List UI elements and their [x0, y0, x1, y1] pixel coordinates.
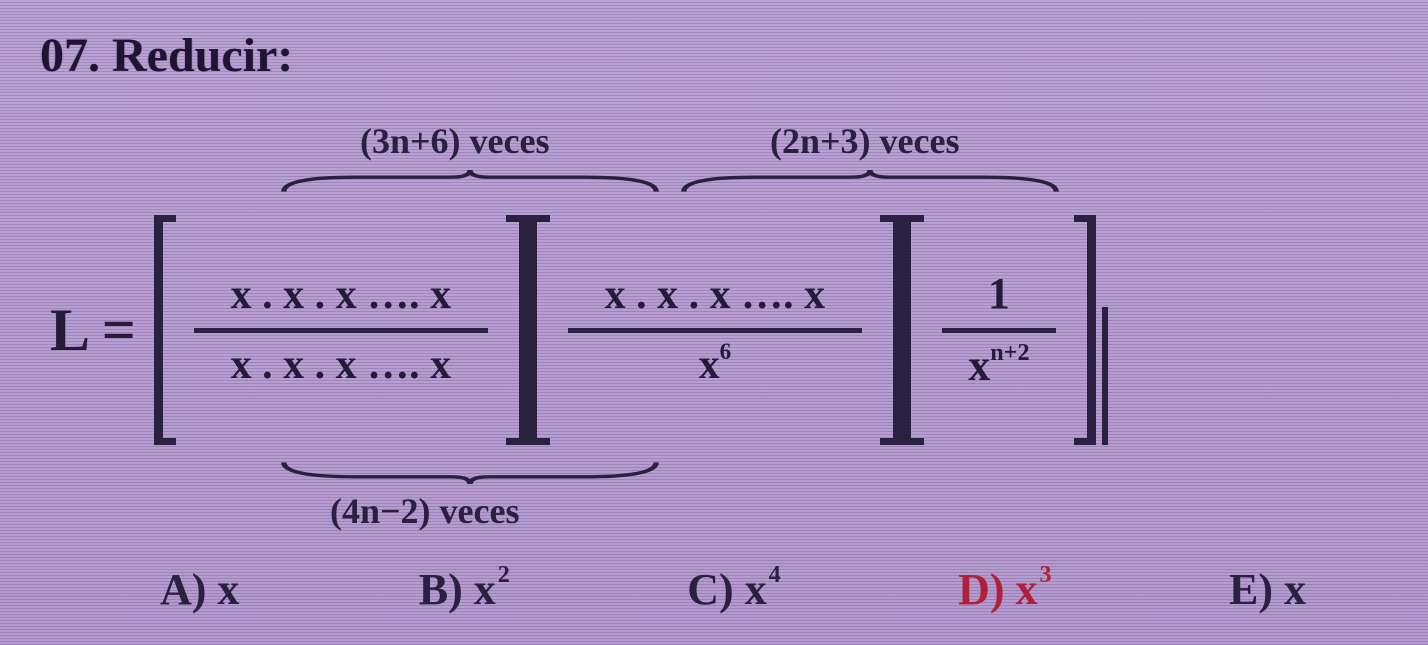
- fraction-1-denominator: x . x . x …. x: [225, 337, 458, 393]
- option-b[interactable]: B) x2: [419, 564, 510, 615]
- fraction-1-numerator: x . x . x …. x: [225, 267, 458, 323]
- trailing-bar-icon: [1100, 307, 1108, 445]
- option-exp: 3: [1040, 561, 1052, 588]
- right-bracket-icon: [1074, 215, 1096, 445]
- brace-label-top-1: (3n+6) veces: [360, 120, 549, 162]
- fraction-bar: [942, 328, 1056, 333]
- right-bracket-icon: [880, 215, 902, 445]
- fraction-bar: [194, 328, 488, 333]
- answer-options: A) x B) x2 C) x4 D) x3 E) x: [0, 564, 1428, 615]
- fraction-3-numerator: 1: [982, 265, 1016, 324]
- den-base: x: [699, 342, 720, 388]
- equation-line: L = x . x . x …. x x . x . x …. x x . x …: [50, 215, 1108, 445]
- right-bracket-icon: [506, 215, 528, 445]
- den-base: x: [968, 341, 990, 390]
- option-exp: 4: [769, 561, 781, 588]
- option-label: A) x: [160, 565, 239, 614]
- option-label: D) x: [958, 565, 1037, 614]
- left-bracket-icon: [528, 215, 550, 445]
- curly-brace-top-1: [280, 170, 660, 194]
- den-exp: n+2: [990, 339, 1029, 366]
- option-exp: 2: [498, 561, 510, 588]
- option-label: E) x: [1229, 565, 1306, 614]
- fraction-3-denominator: xn+2: [962, 337, 1035, 396]
- curly-brace-bottom: [280, 460, 660, 484]
- option-e[interactable]: E) x: [1229, 564, 1308, 615]
- problem-title: 07. Reducir:: [40, 28, 293, 83]
- bracket-group-3: 1 xn+2: [902, 215, 1096, 445]
- left-bracket-icon: [902, 215, 924, 445]
- equation-lhs: L =: [50, 296, 136, 365]
- option-label: B) x: [419, 565, 496, 614]
- fraction-1: x . x . x …. x x . x . x …. x: [176, 215, 506, 445]
- bracket-group-2: x . x . x …. x x6: [528, 215, 902, 445]
- brace-label-top-2: (2n+3) veces: [770, 120, 959, 162]
- bracket-group-1: x . x . x …. x x . x . x …. x: [154, 215, 528, 445]
- fraction-bar: [568, 328, 862, 333]
- left-bracket-icon: [154, 215, 176, 445]
- fraction-3: 1 xn+2: [924, 215, 1074, 445]
- option-d[interactable]: D) x3: [958, 564, 1052, 615]
- option-c[interactable]: C) x4: [687, 564, 781, 615]
- fraction-2: x . x . x …. x x6: [550, 215, 880, 445]
- fraction-2-denominator: x6: [693, 337, 738, 393]
- curly-brace-top-2: [680, 170, 1060, 194]
- den-exp: 6: [720, 338, 732, 364]
- brace-label-bottom: (4n−2) veces: [330, 490, 519, 532]
- option-label: C) x: [687, 565, 766, 614]
- fraction-2-numerator: x . x . x …. x: [599, 267, 832, 323]
- option-a[interactable]: A) x: [160, 564, 241, 615]
